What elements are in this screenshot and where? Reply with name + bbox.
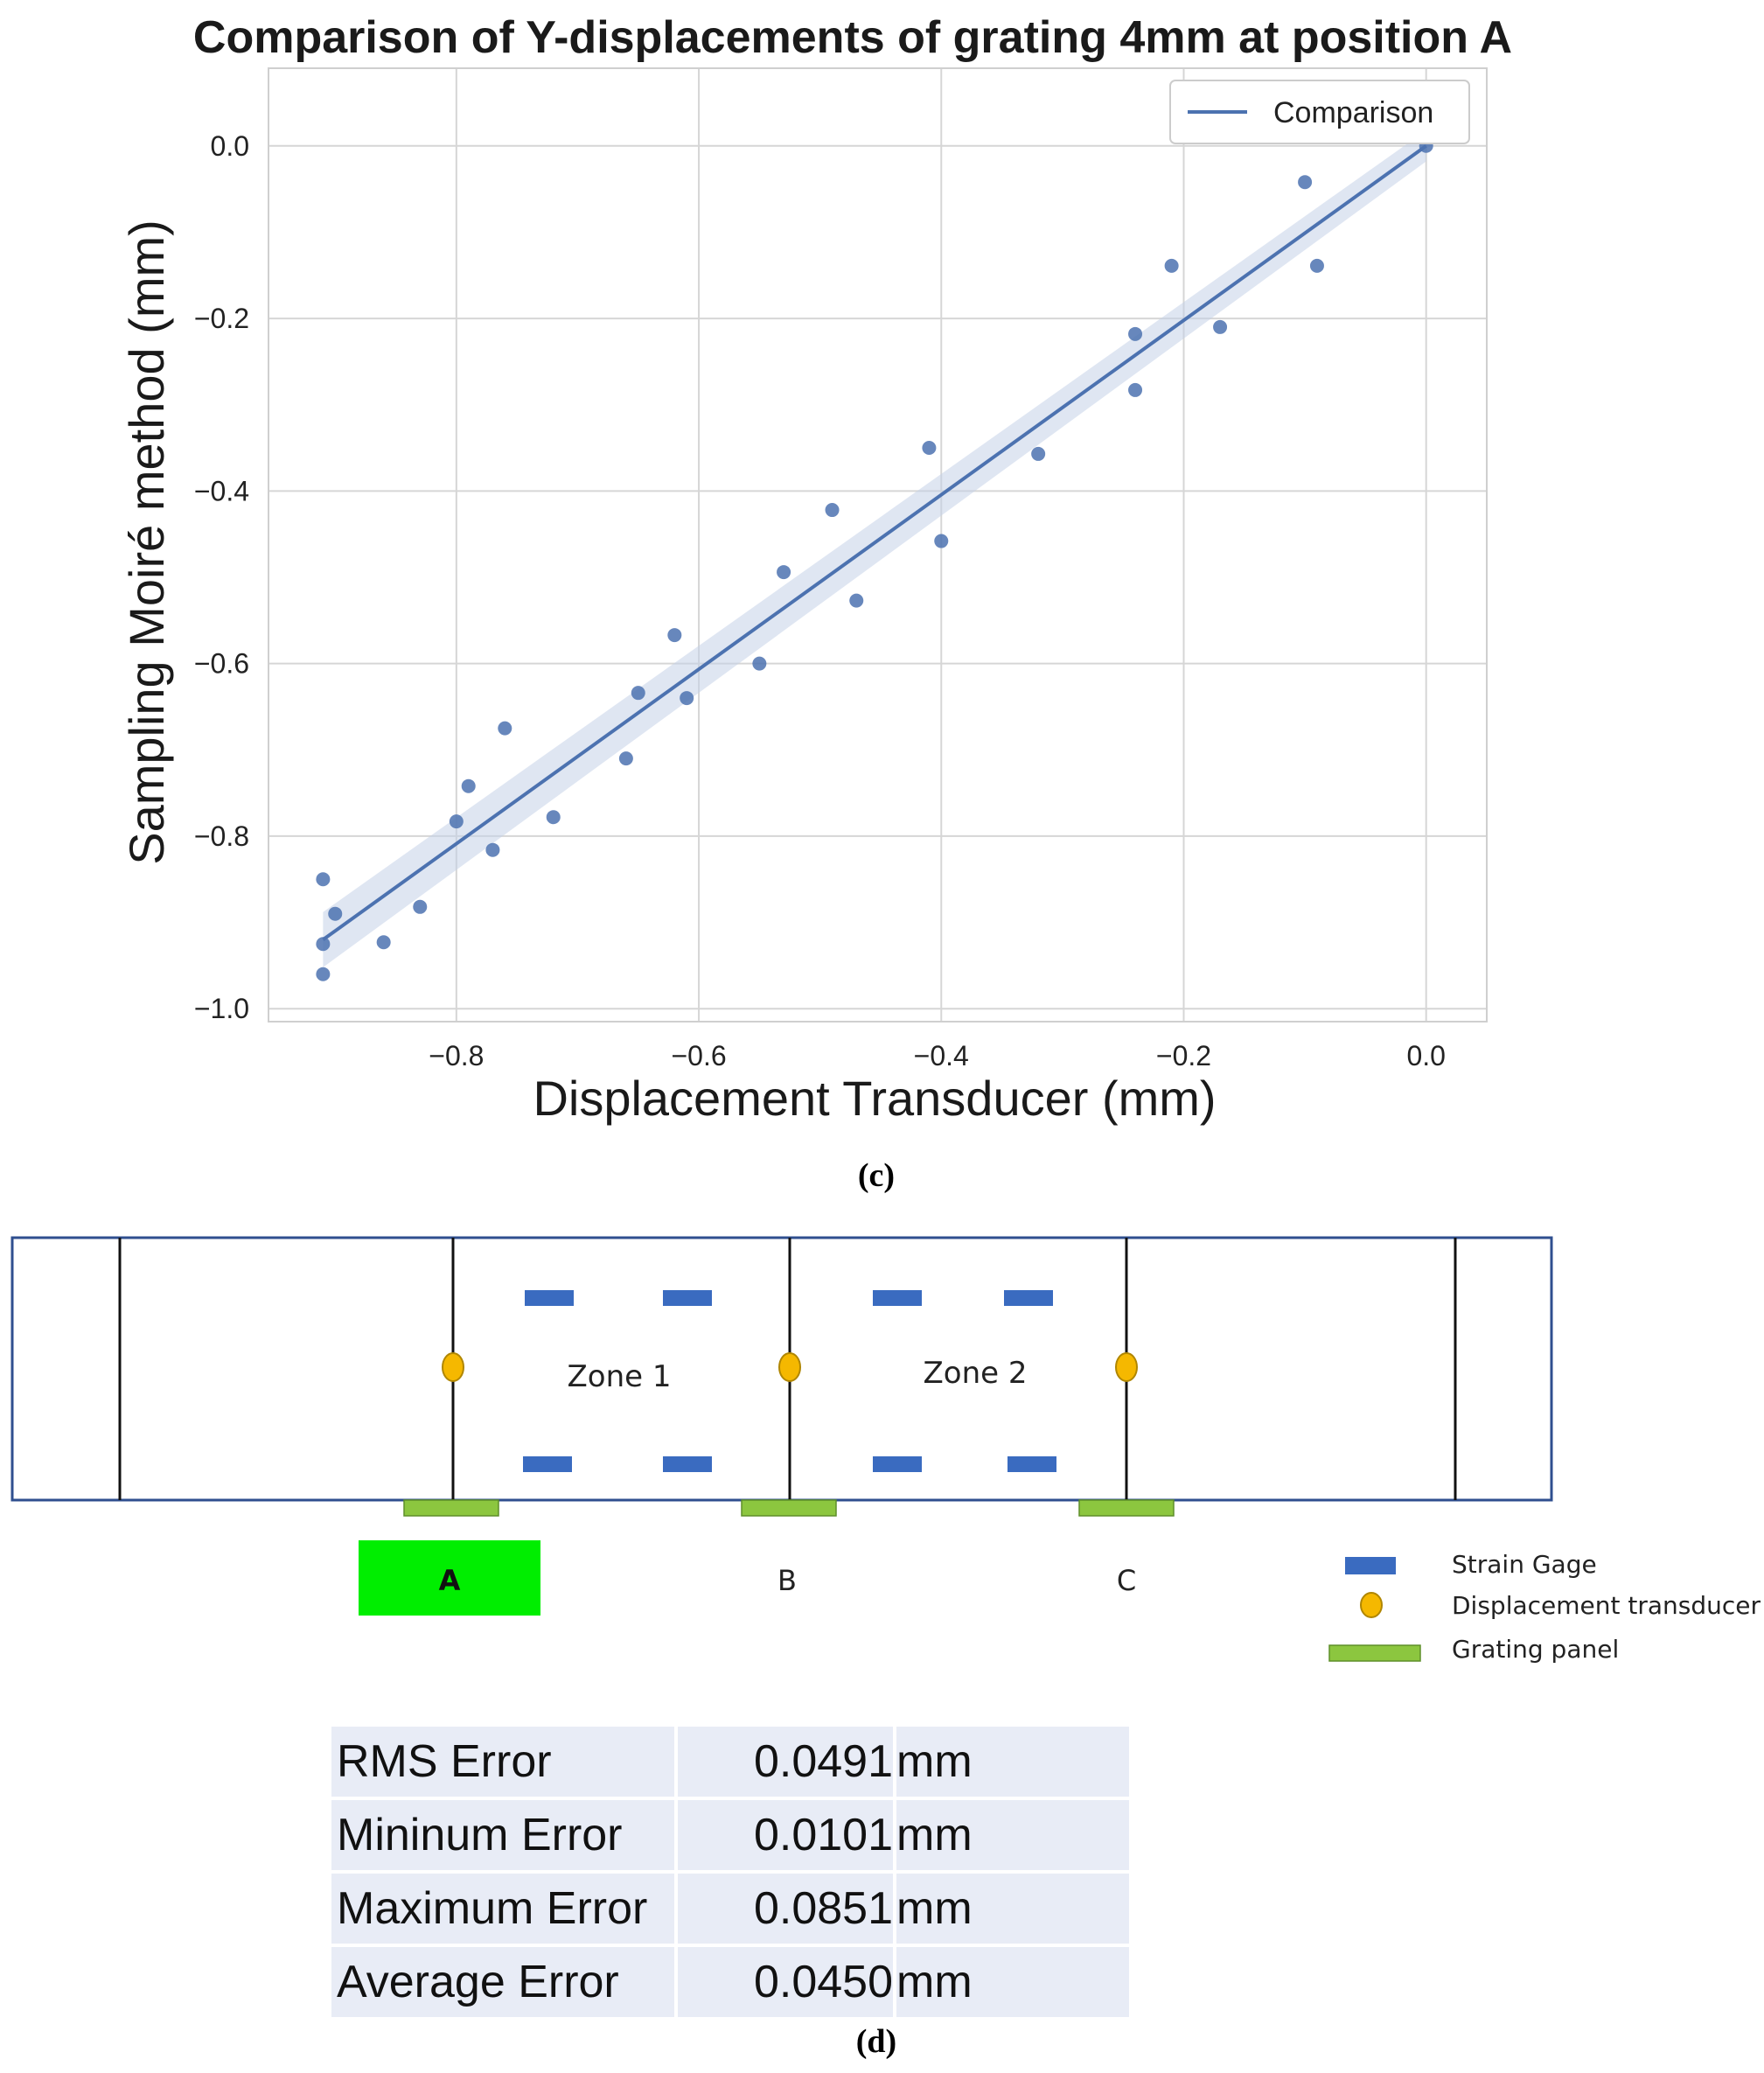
error-value: 0.0491	[678, 1727, 893, 1797]
error-table: RMS Error 0.0491 mm Mininum Error 0.0101…	[328, 1723, 1133, 2021]
data-point	[1031, 446, 1046, 461]
data-point	[667, 628, 682, 643]
error-unit: mm	[896, 1800, 1129, 1870]
error-value: 0.0851	[678, 1874, 893, 1944]
error-unit: mm	[896, 1947, 1129, 2017]
data-point	[825, 503, 840, 518]
y-tick-label: −1.0	[194, 993, 249, 1024]
zone-2-label: Zone 2	[924, 1356, 1028, 1391]
error-name: Mininum Error	[331, 1800, 674, 1870]
data-point	[316, 937, 331, 952]
position-c-label: C	[1117, 1564, 1136, 1597]
y-tick-label: −0.6	[194, 648, 249, 680]
data-point	[849, 593, 864, 608]
strain-gage	[663, 1456, 712, 1472]
data-point	[461, 778, 476, 793]
data-point	[934, 534, 949, 548]
strain-gage	[873, 1456, 922, 1472]
caption-c: (c)	[857, 1157, 896, 1194]
data-point	[413, 899, 428, 914]
data-point	[777, 565, 791, 580]
chart-legend	[1169, 80, 1470, 144]
error-unit: mm	[896, 1874, 1129, 1944]
regression-line	[322, 144, 1427, 941]
legend-strain-gage-label: Strain Gage	[1452, 1550, 1597, 1579]
caption-d: (d)	[855, 2023, 897, 2060]
table-row: RMS Error 0.0491 mm	[331, 1727, 1129, 1797]
chart-title: Comparison of Y-displacements of grating…	[193, 12, 1512, 63]
x-tick-label: 0.0	[1406, 1040, 1445, 1071]
error-unit: mm	[896, 1727, 1129, 1797]
legend-transducer-label: Displacement transducer	[1452, 1591, 1761, 1620]
displacement-transducer-b	[778, 1352, 801, 1382]
error-value: 0.0450	[678, 1947, 893, 2017]
grating-panel-a	[403, 1499, 499, 1517]
data-point	[631, 686, 645, 701]
displacement-transducer-a	[442, 1352, 464, 1382]
data-point	[1128, 326, 1143, 341]
error-name: Average Error	[331, 1947, 674, 2017]
position-a-label: A	[439, 1564, 461, 1597]
data-point	[1309, 258, 1324, 273]
data-point	[922, 441, 937, 456]
y-tick-label: 0.0	[211, 130, 249, 162]
data-point	[498, 721, 512, 736]
error-name: Maximum Error	[331, 1874, 674, 1944]
position-b-label: B	[777, 1564, 797, 1597]
grating-panel-c	[1078, 1499, 1175, 1517]
y-tick-label: −0.8	[194, 820, 249, 852]
diagram-legend: Strain Gage Displacement transducer Grat…	[1328, 1550, 1761, 1664]
data-point	[1298, 175, 1313, 190]
data-point	[1164, 258, 1179, 273]
position-a-highlight	[359, 1540, 540, 1616]
strain-gage	[1008, 1456, 1056, 1472]
x-tick-label: −0.2	[1156, 1040, 1211, 1071]
data-point	[680, 691, 694, 706]
table-row: Mininum Error 0.0101 mm	[331, 1800, 1129, 1870]
legend-transducer-swatch	[1360, 1592, 1383, 1618]
data-point	[376, 935, 391, 950]
data-point	[449, 814, 464, 829]
data-point	[752, 656, 767, 671]
error-value: 0.0101	[678, 1800, 893, 1870]
y-tick-label: −0.2	[194, 303, 249, 334]
strain-gage	[525, 1290, 574, 1306]
grating-panel-b	[741, 1499, 837, 1517]
x-tick-label: −0.4	[914, 1040, 969, 1071]
beam-diagram: Zone 1 Zone 2 A B C Strain Gage Displace…	[10, 1236, 1761, 1664]
x-axis-label: Displacement Transducer (mm)	[533, 1071, 1216, 1126]
data-point	[316, 967, 331, 981]
scatter-chart: Comparison of Y-displacements of grating…	[119, 12, 1512, 1126]
strain-gage	[663, 1290, 712, 1306]
strain-gage	[523, 1456, 572, 1472]
data-point	[1128, 382, 1143, 397]
data-point	[546, 810, 561, 825]
data-point	[485, 842, 500, 857]
zone-1-label: Zone 1	[568, 1359, 672, 1394]
legend-grating-panel-swatch	[1328, 1644, 1421, 1662]
data-point	[1213, 319, 1228, 334]
legend-label: Comparison	[1273, 96, 1433, 129]
confidence-band	[323, 130, 1426, 967]
error-name: RMS Error	[331, 1727, 674, 1797]
legend-strain-gage-swatch	[1345, 1557, 1396, 1574]
legend-grating-panel-label: Grating panel	[1452, 1635, 1619, 1664]
strain-gage	[873, 1290, 922, 1306]
plot-border	[268, 67, 1488, 1023]
displacement-transducer-c	[1115, 1352, 1138, 1382]
y-axis-label: Sampling Moiré method (mm)	[119, 220, 174, 865]
data-point	[316, 872, 331, 887]
x-tick-label: −0.6	[671, 1040, 726, 1071]
table-row: Average Error 0.0450 mm	[331, 1947, 1129, 2017]
table-row: Maximum Error 0.0851 mm	[331, 1874, 1129, 1944]
data-point	[328, 906, 343, 921]
strain-gage	[1004, 1290, 1053, 1306]
x-tick-label: −0.8	[429, 1040, 484, 1071]
data-point	[618, 751, 633, 766]
y-tick-label: −0.4	[194, 475, 249, 506]
